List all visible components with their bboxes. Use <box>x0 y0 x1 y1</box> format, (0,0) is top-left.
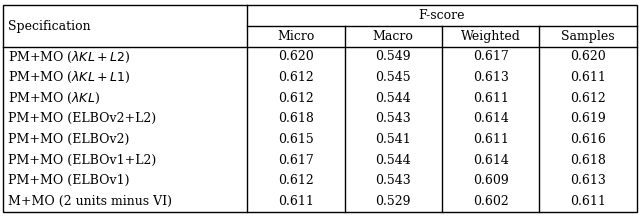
Text: Weighted: Weighted <box>461 30 520 43</box>
Text: PM+MO ($\lambda KL + L1$): PM+MO ($\lambda KL + L1$) <box>8 70 130 85</box>
Text: 0.617: 0.617 <box>278 154 314 166</box>
Text: 0.545: 0.545 <box>376 71 411 84</box>
Text: 0.613: 0.613 <box>570 174 606 187</box>
Text: 0.612: 0.612 <box>278 71 314 84</box>
Text: 0.612: 0.612 <box>570 92 606 105</box>
Text: M+MO (2 units minus VI): M+MO (2 units minus VI) <box>8 195 172 208</box>
Text: PM+MO (ELBOv2+L2): PM+MO (ELBOv2+L2) <box>8 112 156 125</box>
Text: Specification: Specification <box>8 20 90 33</box>
Text: 0.616: 0.616 <box>570 133 606 146</box>
Text: 0.611: 0.611 <box>278 195 314 208</box>
Text: 0.618: 0.618 <box>278 112 314 125</box>
Text: Micro: Micro <box>277 30 314 43</box>
Text: 0.620: 0.620 <box>278 51 314 63</box>
Text: 0.611: 0.611 <box>473 133 509 146</box>
Text: 0.549: 0.549 <box>376 51 411 63</box>
Text: 0.611: 0.611 <box>473 92 509 105</box>
Text: 0.544: 0.544 <box>376 92 411 105</box>
Text: 0.541: 0.541 <box>376 133 411 146</box>
Text: 0.611: 0.611 <box>570 195 606 208</box>
Text: PM+MO (ELBOv1): PM+MO (ELBOv1) <box>8 174 129 187</box>
Text: 0.609: 0.609 <box>473 174 509 187</box>
Text: 0.615: 0.615 <box>278 133 314 146</box>
Text: PM+MO (ELBOv1+L2): PM+MO (ELBOv1+L2) <box>8 154 156 166</box>
Text: 0.620: 0.620 <box>570 51 606 63</box>
Text: 0.543: 0.543 <box>376 112 411 125</box>
Text: 0.529: 0.529 <box>376 195 411 208</box>
Text: 0.614: 0.614 <box>473 154 509 166</box>
Text: 0.618: 0.618 <box>570 154 606 166</box>
Text: PM+MO ($\lambda KL$): PM+MO ($\lambda KL$) <box>8 91 100 106</box>
Text: 0.611: 0.611 <box>570 71 606 84</box>
Text: 0.612: 0.612 <box>278 174 314 187</box>
Text: 0.544: 0.544 <box>376 154 411 166</box>
Text: PM+MO (ELBOv2): PM+MO (ELBOv2) <box>8 133 129 146</box>
Text: 0.602: 0.602 <box>473 195 509 208</box>
Text: PM+MO ($\lambda KL + L2$): PM+MO ($\lambda KL + L2$) <box>8 49 130 64</box>
Text: Macro: Macro <box>373 30 413 43</box>
Text: 0.612: 0.612 <box>278 92 314 105</box>
Text: 0.543: 0.543 <box>376 174 411 187</box>
Text: 0.619: 0.619 <box>570 112 606 125</box>
Text: F-score: F-score <box>419 9 465 22</box>
Text: 0.614: 0.614 <box>473 112 509 125</box>
Text: 0.617: 0.617 <box>473 51 509 63</box>
Text: Samples: Samples <box>561 30 615 43</box>
Text: 0.613: 0.613 <box>473 71 509 84</box>
